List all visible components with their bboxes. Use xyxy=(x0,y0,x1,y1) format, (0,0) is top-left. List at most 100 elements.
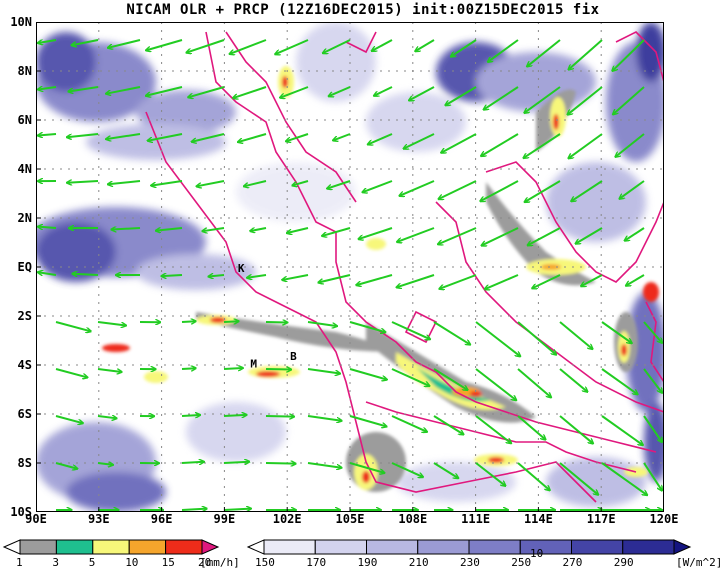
wind-vector xyxy=(601,368,638,394)
wind-vector xyxy=(524,133,561,158)
colorbar-cap-low xyxy=(246,539,265,555)
wind-vector xyxy=(372,39,393,51)
wind-vector xyxy=(532,274,561,288)
wind-vector xyxy=(223,321,239,322)
lon-tick-label: 120E xyxy=(649,512,679,526)
wind-vector xyxy=(439,274,477,289)
wind-vector xyxy=(480,180,519,201)
wind-vector xyxy=(265,416,294,417)
wind-vector xyxy=(559,321,592,349)
wind-vector xyxy=(475,462,505,486)
colorbar-cap-high xyxy=(673,539,692,555)
wind-vector xyxy=(244,180,267,186)
lon-tick-label: 111E xyxy=(461,512,491,526)
wind-vector xyxy=(439,180,477,199)
wind-vector xyxy=(616,133,645,157)
lon-tick-label: 105E xyxy=(335,512,365,526)
wind-vector xyxy=(517,368,551,397)
wind-vector xyxy=(475,415,511,443)
wind-vector xyxy=(601,321,632,343)
wind-vector xyxy=(391,462,423,477)
wind-vector xyxy=(527,39,561,66)
station-markers: K M B xyxy=(238,262,297,371)
lat-tick-label: 8S xyxy=(17,456,32,470)
wind-vector xyxy=(156,227,183,231)
olr-level-label: 230 xyxy=(460,556,480,569)
wind-vector xyxy=(433,368,467,390)
wind-vector xyxy=(97,416,116,418)
wind-vector xyxy=(67,133,99,137)
wind-vector xyxy=(356,274,393,285)
colorbar-swatch xyxy=(19,539,57,555)
wind-vector xyxy=(517,462,550,490)
wind-vector xyxy=(72,39,99,45)
olr-colorbar xyxy=(246,539,692,555)
wind-vector xyxy=(307,368,340,374)
colorbar-cap-high xyxy=(201,539,220,555)
olr-level-label: 170 xyxy=(306,556,327,569)
wind-vector xyxy=(292,180,309,185)
colorbar-swatch xyxy=(92,539,130,555)
wind-vector xyxy=(280,86,309,98)
colorbar-swatch xyxy=(314,539,367,555)
wind-vector xyxy=(318,274,351,283)
wind-vector xyxy=(626,274,645,286)
wind-vector xyxy=(247,274,267,278)
wind-vector xyxy=(323,39,351,53)
lat-tick-label: EQ xyxy=(17,260,32,274)
wind-vector xyxy=(524,86,561,113)
olr-shading-layer xyxy=(36,22,664,512)
wind-vector xyxy=(391,415,427,432)
precip-colorbar xyxy=(2,539,220,555)
wind-vector xyxy=(349,462,384,473)
wind-vector xyxy=(517,415,545,440)
wind-vector xyxy=(485,274,519,289)
wind-vector xyxy=(327,180,351,189)
wind-vector xyxy=(569,133,603,158)
wind-vector xyxy=(181,415,200,416)
lon-tick-label: 108E xyxy=(398,512,428,526)
wind-vector xyxy=(333,133,351,140)
olr-level-label: 190 xyxy=(357,556,378,569)
lat-tick-label: 2N xyxy=(17,211,32,225)
wind-vector xyxy=(349,368,387,380)
wind-vector xyxy=(38,227,57,228)
wind-vector xyxy=(488,39,519,62)
wind-vector xyxy=(359,227,393,239)
wind-vector-layer xyxy=(38,39,662,510)
wind-vector xyxy=(181,368,196,369)
precip-level-label: 5 xyxy=(88,556,96,569)
wind-vector xyxy=(187,39,225,53)
wind-vector xyxy=(329,86,351,96)
wind-vector xyxy=(559,368,587,392)
olr-level-label: 210 xyxy=(408,556,429,569)
precip-level-label: 3 xyxy=(52,556,60,569)
wind-vector xyxy=(223,509,251,510)
colorbar-swatch xyxy=(55,539,94,555)
colorbar-swatch xyxy=(622,539,675,555)
wind-vector xyxy=(559,415,593,443)
wind-vector xyxy=(148,133,183,141)
colorbars xyxy=(2,539,692,555)
wind-vector xyxy=(265,463,296,464)
lat-tick-label: 4S xyxy=(17,358,32,372)
precip-units: [mm/h] xyxy=(200,556,240,569)
wind-vector xyxy=(612,39,645,71)
lon-tick-label: 90E xyxy=(25,512,47,526)
wind-vector xyxy=(192,133,225,142)
lon-tick-label: 102E xyxy=(272,512,302,526)
wind-vector xyxy=(399,180,435,196)
wind-vector xyxy=(482,227,519,245)
wind-vector xyxy=(38,134,57,135)
wind-vector xyxy=(146,39,183,50)
lat-tick-label: 4N xyxy=(17,162,32,176)
wind-vector xyxy=(613,86,645,114)
wind-vector xyxy=(265,369,291,370)
wind-vector xyxy=(307,415,342,421)
wind-vector xyxy=(625,227,645,241)
wind-vector xyxy=(181,509,207,510)
wind-vector xyxy=(445,86,477,105)
wind-vector xyxy=(517,321,556,355)
wind-vector xyxy=(475,321,520,356)
wind-vector xyxy=(55,415,83,423)
